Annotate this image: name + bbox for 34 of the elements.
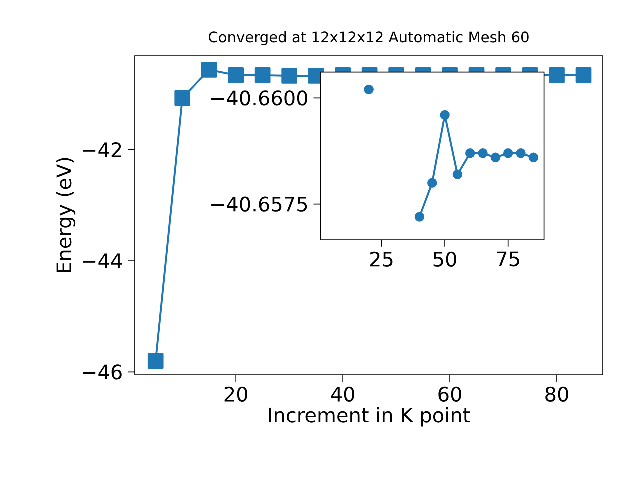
x-axis-title: Increment in K point: [269, 407, 470, 427]
point: [478, 148, 488, 158]
point: [549, 68, 565, 84]
point: [516, 148, 526, 158]
point: [428, 178, 438, 188]
point: [282, 68, 298, 84]
y-tick-label: −46: [83, 364, 122, 380]
point: [148, 353, 164, 370]
x-tick-label: 20: [224, 386, 248, 402]
x-tick-label: 60: [438, 386, 462, 402]
point: [440, 110, 450, 120]
point: [414, 212, 425, 222]
point: [452, 170, 463, 180]
point: [465, 148, 476, 158]
point: [228, 68, 244, 84]
point: [503, 148, 514, 158]
chart-title: Converged at 12x12x12 Automatic Mesh 60: [208, 31, 529, 46]
point: [490, 152, 501, 163]
y-tick-label: −40.6600: [211, 90, 308, 106]
point: [201, 62, 218, 78]
y-tick-label: −42: [83, 142, 122, 158]
y-tick-label: −44: [83, 254, 122, 268]
point: [576, 68, 592, 84]
point: [174, 90, 191, 106]
x-tick-label: 75: [497, 252, 520, 267]
x-tick-label: 50: [434, 252, 456, 267]
y-tick-label: −40.6575: [211, 196, 308, 212]
point: [528, 152, 539, 163]
x-tick-label: 40: [331, 386, 354, 402]
point: [364, 84, 374, 95]
x-tick-label: 25: [370, 252, 393, 267]
x-tick-label: 80: [546, 386, 568, 402]
point: [254, 68, 271, 84]
y-axis-title: Energy (eV): [56, 158, 76, 273]
